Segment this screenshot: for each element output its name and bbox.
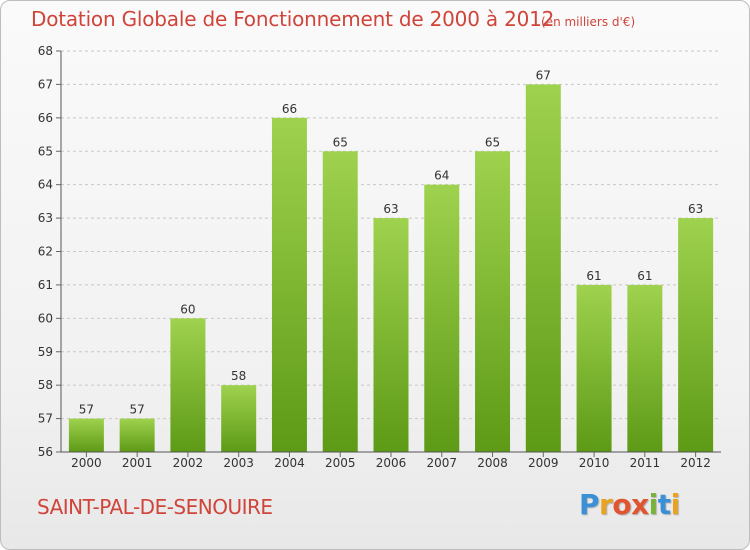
data-label: 58 [231,369,246,383]
data-label: 57 [130,403,145,417]
bar [525,84,561,453]
x-tick-label: 2010 [579,456,610,470]
logo-letter: i [670,488,681,521]
data-label: 64 [434,169,449,183]
bar [678,218,714,452]
commune-name: SAINT-PAL-DE-SENOUIRE [37,495,273,519]
bar [373,218,409,452]
data-label: 61 [637,269,652,283]
bar [271,117,307,452]
y-tick-label: 56 [38,445,53,459]
y-tick-label: 59 [38,345,53,359]
x-tick-label: 2008 [477,456,508,470]
axes: 56 57 58 59 60 61 62 63 64 65 66 67 68 2000 2001 2002 20… [38,44,721,470]
bar [424,184,460,452]
y-tick-label: 61 [38,278,53,292]
y-tick-label: 66 [38,111,53,125]
logo-letter: o [612,488,632,521]
y-tick-label: 60 [38,311,53,325]
data-label: 57 [79,403,94,417]
data-label: 63 [383,202,398,216]
bar [475,151,511,452]
logo-letter: r [599,488,613,521]
bar [627,284,663,452]
data-labels: 57 57 60 58 66 65 63 64 65 67 61 61 63 [79,68,704,416]
bar [576,284,612,452]
bar [170,318,206,452]
bar [119,418,155,452]
bar [221,385,257,452]
x-tick-label: 2007 [426,456,457,470]
data-label: 63 [688,202,703,216]
logo-letter: i [648,488,659,521]
chart-title: Dotation Globale de Fonctionnement de 20… [31,7,555,31]
y-tick-label: 67 [38,77,53,91]
bars [68,84,714,453]
x-tick-label: 2002 [173,456,204,470]
y-tick-label: 65 [38,144,53,158]
logo-letter: P [579,488,600,521]
data-label: 66 [282,102,297,116]
x-tick-label: 2003 [223,456,254,470]
y-tick-label: 62 [38,245,53,259]
proxiti-logo[interactable]: Proxiti [579,488,680,521]
data-label: 61 [586,269,601,283]
x-tick-label: 2012 [680,456,711,470]
data-label: 65 [333,135,348,149]
y-tick-label: 68 [38,44,53,58]
x-tick-label: 2011 [630,456,661,470]
x-tick-label: 2001 [122,456,153,470]
x-tick-label: 2004 [274,456,305,470]
x-tick-label: 2000 [71,456,102,470]
y-tick-label: 58 [38,378,53,392]
data-label: 60 [180,302,195,316]
x-tick-label: 2006 [376,456,407,470]
x-tick-label: 2009 [528,456,559,470]
x-tick-label: 2005 [325,456,356,470]
data-label: 67 [536,68,551,82]
y-tick-label: 63 [38,211,53,225]
y-tick-label: 64 [38,178,53,192]
logo-letter: x [631,488,649,521]
logo-letter: t [657,488,671,521]
bar [322,151,358,452]
y-tick-label: 57 [38,412,53,426]
chart-unit: (en milliers d'€) [541,15,636,29]
data-label: 65 [485,135,500,149]
bar [68,418,104,452]
